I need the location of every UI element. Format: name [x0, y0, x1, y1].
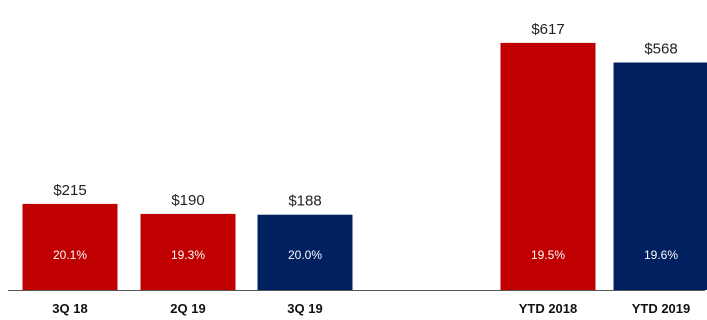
x-tick-label-3: 3Q 19 [287, 301, 322, 316]
bar-1 [22, 203, 118, 290]
x-tick-label-4: YTD 2018 [519, 301, 578, 316]
x-tick-label-1: 3Q 18 [52, 301, 87, 316]
bar-percent-label-4: 19.5% [531, 248, 565, 262]
bar-percent-label-1: 20.1% [53, 248, 87, 262]
bar-value-label-3: $188 [288, 193, 321, 210]
bar-value-label-5: $568 [644, 41, 677, 58]
x-tick-label-2: 2Q 19 [170, 301, 205, 316]
bar-value-label-1: $215 [53, 182, 86, 199]
bar-value-label-4: $617 [531, 21, 564, 38]
bar-4 [500, 42, 596, 291]
bar-value-label-2: $190 [171, 192, 204, 209]
x-tick-label-5: YTD 2019 [632, 301, 691, 316]
bar-percent-label-5: 19.6% [644, 248, 678, 262]
bar-percent-label-2: 19.3% [171, 248, 205, 262]
bar-2 [140, 213, 236, 290]
bar-percent-label-3: 20.0% [288, 248, 322, 262]
bar-5 [613, 62, 707, 291]
bar-3 [257, 214, 353, 290]
